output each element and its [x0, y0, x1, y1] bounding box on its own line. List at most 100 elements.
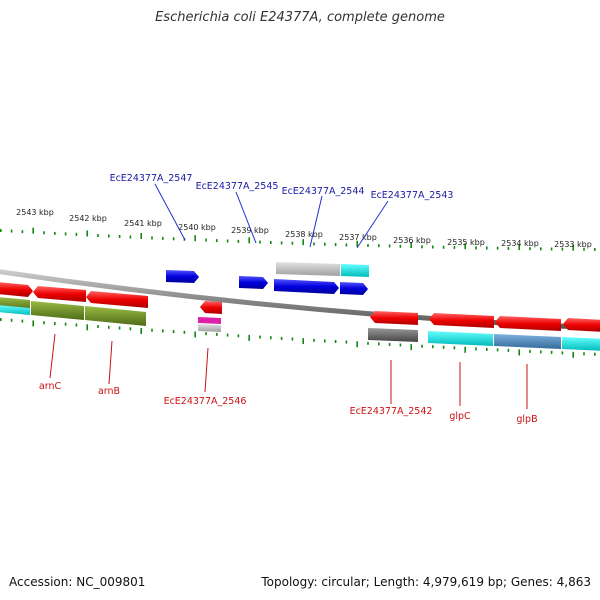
ruler-tick	[0, 229, 2, 232]
ruler-tick	[43, 231, 45, 235]
ruler-tick	[97, 325, 99, 328]
gene-EcE24377A_2545[interactable]	[239, 276, 268, 289]
ruler-tick	[64, 232, 67, 236]
ruler-tick	[280, 336, 283, 340]
ruler-tick	[324, 339, 326, 343]
ruler-tick	[421, 245, 423, 249]
gene-arnB[interactable]	[86, 291, 148, 308]
ruler-tick	[572, 244, 574, 251]
ruler-tick	[10, 318, 13, 322]
ruler-tick	[280, 241, 283, 245]
gene-glpB[interactable]	[495, 316, 561, 331]
callout-label-glpC[interactable]: glpC	[449, 411, 471, 422]
reverse-strand-cog-bars	[0, 297, 600, 351]
cog-bar-grey	[276, 262, 340, 276]
ruler-tick	[216, 239, 218, 243]
ruler-tick	[302, 338, 304, 345]
ruler-tick	[421, 344, 423, 348]
ruler-label: 2535 kbp	[447, 238, 485, 247]
forward-strand-genes	[166, 262, 369, 295]
ruler-tick	[216, 332, 218, 336]
ruler-tick	[118, 235, 121, 238]
callout-label-EcE24377A_2543[interactable]: EcE24377A_2543	[371, 190, 454, 201]
gene-EcE24377A_2542[interactable]	[370, 311, 418, 325]
ruler-tick	[183, 330, 186, 334]
ruler-tick	[248, 237, 250, 244]
ruler-ticks-top	[0, 227, 596, 251]
gene-EcE24377A_2546[interactable]	[200, 301, 222, 314]
callout-label-glpB[interactable]: glpB	[516, 414, 537, 425]
ruler-tick	[97, 234, 99, 237]
callout-label-EcE24377A_2547[interactable]: EcE24377A_2547	[110, 173, 193, 184]
ruler-tick	[583, 247, 585, 251]
ruler-tick	[399, 343, 402, 347]
ruler-tick	[194, 235, 196, 242]
gene-EcE24377A_2544[interactable]	[274, 279, 339, 294]
gene-arnC[interactable]	[33, 286, 86, 302]
gene-right-edge[interactable]	[563, 318, 600, 332]
ruler-tick	[432, 245, 434, 249]
ruler-tick	[453, 346, 456, 350]
ruler-tick	[486, 246, 488, 250]
ruler-tick	[162, 329, 164, 333]
ruler-tick	[64, 322, 67, 326]
ruler-tick	[572, 351, 574, 358]
ruler-tick	[108, 325, 110, 329]
gene-left-edge[interactable]	[0, 282, 33, 297]
callout-lines-top	[154, 183, 389, 249]
ruler-tick	[151, 328, 153, 332]
callout-labels-bottom: arnC arnB EcE24377A_2546 EcE24377A_2542 …	[39, 381, 538, 425]
ruler-tick	[507, 348, 510, 352]
ruler-tick	[129, 327, 132, 331]
callout-labels-top: EcE24377A_2547 EcE24377A_2545 EcE24377A_…	[110, 173, 454, 201]
ruler-tick	[442, 245, 445, 249]
callout-label-EcE24377A_2545[interactable]: EcE24377A_2545	[196, 181, 279, 192]
gene-EcE24377A_2543[interactable]	[340, 282, 368, 295]
ruler-tick	[194, 331, 196, 338]
ruler-tick	[432, 345, 434, 349]
ruler-tick	[205, 238, 207, 242]
ruler-tick	[583, 352, 585, 356]
callout-label-EcE24377A_2542[interactable]: EcE24377A_2542	[350, 406, 433, 417]
callout-lines-bottom	[49, 333, 528, 409]
callout-label-EcE24377A_2544[interactable]: EcE24377A_2544	[282, 186, 365, 197]
ruler-label: 2537 kbp	[339, 233, 377, 242]
map-title: Escherichia coli E24377A, complete genom…	[155, 10, 445, 25]
ruler-tick	[86, 324, 88, 331]
ruler-tick	[313, 338, 315, 342]
ruler-tick	[43, 321, 45, 325]
callout-label-arnC[interactable]: arnC	[39, 381, 62, 392]
ruler-tick	[594, 352, 596, 356]
gene-glpC[interactable]	[429, 313, 494, 328]
ruler-tick	[108, 234, 110, 238]
ruler-label: 2540 kbp	[178, 223, 216, 232]
genome-summary-text: Topology: circular; Length: 4,979,619 bp…	[261, 575, 591, 589]
ruler-tick	[540, 350, 542, 354]
ruler-tick	[399, 244, 402, 248]
ruler-tick	[21, 319, 24, 323]
ruler-tick	[172, 237, 175, 241]
ruler-tick	[529, 247, 531, 251]
ruler-tick	[475, 246, 477, 250]
ruler-tick	[561, 247, 564, 251]
accession-text: Accession: NC_009801	[9, 575, 146, 589]
ruler-label: 2533 kbp	[554, 240, 592, 249]
ruler-label: 2542 kbp	[69, 214, 107, 223]
callout-label-arnB[interactable]: arnB	[98, 386, 120, 397]
ruler-tick	[313, 242, 315, 246]
ruler-tick	[270, 241, 272, 244]
ruler-tick	[378, 342, 380, 346]
ruler-tick	[54, 322, 56, 325]
callout-label-EcE24377A_2546[interactable]: EcE24377A_2546	[164, 396, 247, 407]
ruler-tick	[496, 348, 499, 352]
ruler-tick	[237, 334, 240, 338]
ruler-label: 2538 kbp	[285, 230, 323, 239]
ruler-tick	[388, 244, 391, 248]
ruler-tick	[453, 245, 456, 249]
ruler-labels: 2543 kbp 2542 kbp 2541 kbp 2540 kbp 2539 kbp…	[16, 208, 592, 249]
ruler-tick	[86, 230, 88, 237]
ruler-tick	[237, 239, 240, 243]
gene-EcE24377A_2547[interactable]	[166, 270, 199, 283]
ruler-tick	[118, 326, 121, 330]
ruler-tick	[496, 246, 499, 250]
